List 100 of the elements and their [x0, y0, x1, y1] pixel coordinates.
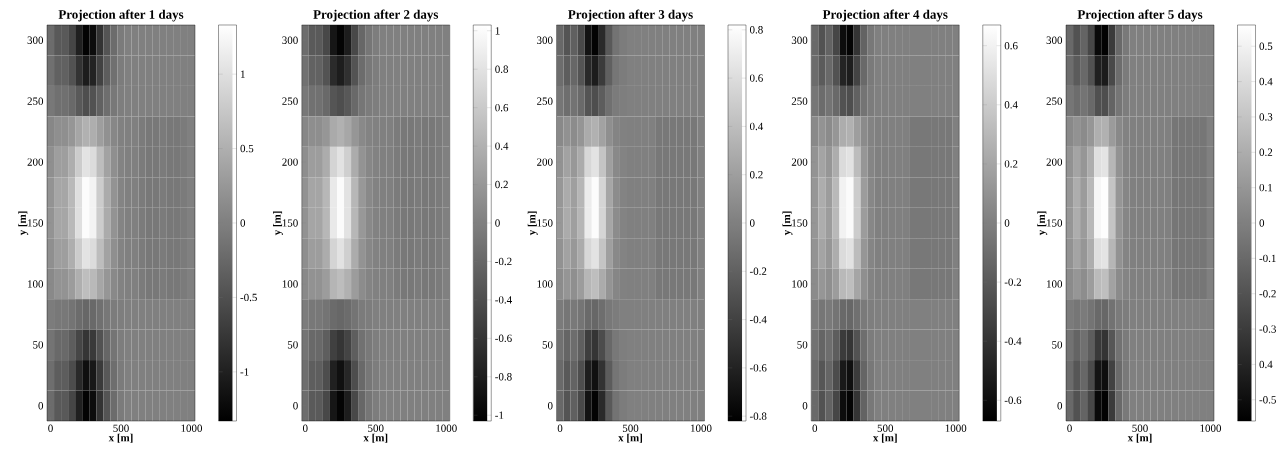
x-tick-label: 500 [113, 424, 129, 432]
y-axis-title: y [m] [18, 211, 29, 236]
y-tick-label: 100 [537, 280, 553, 288]
x-tick-label: 1000 [945, 424, 967, 432]
color-bar-label: -0.8 [495, 373, 512, 381]
color-bar-label: -0.8 [749, 412, 767, 420]
color-bar-label: 0 [1004, 219, 1010, 227]
color-bar-label: -0.2 [495, 257, 512, 266]
y-tick-label: 0 [1057, 402, 1063, 410]
color-bar-label: -1 [240, 368, 249, 376]
y-tick-label: 150 [282, 219, 298, 227]
y-tick-label: 300 [1046, 36, 1063, 44]
y-tick-label: 250 [1046, 97, 1063, 105]
color-bar-label: 0.4 [1004, 101, 1018, 109]
x-tick-label: 1000 [690, 424, 712, 432]
y-axis-title: y [m] [1037, 211, 1048, 236]
y-tick-label: 200 [1046, 158, 1063, 166]
y-tick-label: 0 [802, 402, 808, 410]
x-axis-title: x [m] [108, 433, 133, 443]
x-tick-label: 500 [622, 424, 639, 432]
color-bar-label: 0.8 [495, 65, 509, 73]
color-bar-label: 0.5 [1259, 42, 1273, 50]
y-tick-label: 100 [28, 280, 44, 288]
x-axis-title: x [m] [872, 433, 897, 443]
color-bar-label: 0 [495, 219, 500, 227]
y-tick-label: 150 [792, 219, 808, 227]
y-tick-label: 100 [792, 280, 808, 288]
x-axis-title: x [m] [1127, 433, 1152, 443]
y-tick-label: 250 [27, 97, 44, 105]
color-bar-label: -0.5 [1259, 396, 1276, 404]
color-bar-label: 0.6 [749, 74, 763, 82]
y-tick-label: 200 [791, 158, 808, 166]
y-axis-title: y [m] [782, 211, 793, 236]
color-bar-label: -0.4 [1004, 337, 1022, 345]
y-tick-label: 250 [537, 97, 553, 105]
y-tick-label: 50 [33, 341, 44, 349]
y-tick-label: 150 [28, 219, 44, 227]
y-tick-label: 0 [293, 402, 298, 410]
y-tick-label: 150 [1047, 219, 1063, 227]
color-bar-label: 0.6 [495, 103, 509, 112]
color-bar-label: 0.2 [495, 180, 508, 189]
chart-title: Projection after 1 days [58, 9, 184, 22]
y-tick-label: 50 [797, 341, 808, 349]
x-tick-label: 0 [812, 424, 818, 432]
chart-title: Projection after 4 days [822, 9, 948, 22]
color-bar-label: 0 [1259, 219, 1265, 227]
color-bar-label: 0.6 [1004, 41, 1018, 50]
color-bar-label: -0.2 [1259, 290, 1276, 298]
color-bar-label: 0.2 [1259, 148, 1273, 157]
y-tick-label: 200 [537, 158, 553, 166]
y-tick-label: 0 [38, 402, 44, 410]
y-tick-label: 100 [282, 280, 298, 288]
x-tick-label: 1000 [1200, 424, 1222, 432]
y-tick-label: 50 [542, 341, 553, 349]
x-tick-label: 0 [302, 424, 308, 432]
y-tick-label: 300 [537, 36, 553, 44]
color-bar-label: 0 [240, 219, 246, 227]
color-bar-label: 0.4 [495, 142, 509, 150]
color-bar-label: 0.1 [1259, 183, 1273, 192]
x-tick-label: 500 [368, 424, 384, 432]
y-tick-label: 0 [547, 402, 553, 410]
color-bar-label: 0.4 [1259, 77, 1273, 86]
chart-title: Projection after 2 days [313, 9, 439, 22]
x-tick-label: 0 [48, 424, 53, 432]
color-bar-label: -0.4 [749, 315, 767, 324]
color-bar-label: 0.4 [1259, 360, 1273, 369]
x-tick-label: 500 [1132, 424, 1148, 432]
x-tick-label: 500 [877, 424, 894, 432]
color-bar-label: -0.2 [1004, 278, 1022, 286]
color-bar-label: 0.8 [749, 26, 763, 34]
x-tick-label: 0 [557, 424, 563, 432]
y-tick-label: 100 [1047, 280, 1063, 288]
color-bar-label: -0.6 [1004, 396, 1022, 405]
y-axis-title: y [m] [273, 211, 283, 236]
y-axis-title: y [m] [527, 211, 538, 236]
color-bar-label: 0 [749, 219, 755, 227]
color-bar-label: -0.3 [1259, 325, 1276, 333]
y-tick-label: 50 [1052, 341, 1063, 349]
color-bar-label: -0.6 [749, 364, 767, 372]
color-bar-label: -0.5 [240, 293, 257, 302]
color-bar-label: 0.2 [749, 170, 763, 179]
y-tick-label: 50 [287, 341, 298, 349]
y-tick-label: 300 [282, 36, 298, 44]
color-bar-label: 0.4 [749, 122, 764, 131]
color-bar-label: -0.6 [495, 334, 512, 343]
x-tick-label: 1000 [181, 424, 203, 432]
y-tick-label: 250 [791, 97, 808, 105]
y-tick-label: 150 [537, 219, 553, 227]
color-bar-label: 1 [240, 70, 245, 78]
color-bar-label: 1 [495, 27, 500, 35]
y-tick-label: 200 [282, 158, 298, 166]
chart-title: Projection after 3 days [568, 9, 693, 22]
color-bar-label: 0.2 [1004, 160, 1018, 168]
y-tick-label: 250 [282, 97, 298, 105]
color-bar-label: -0.1 [1259, 254, 1276, 263]
x-axis-title: x [m] [618, 433, 642, 443]
color-bar-label: 0.3 [1259, 113, 1273, 121]
chart-title: Projection after 5 days [1077, 9, 1203, 22]
y-tick-label: 200 [27, 158, 44, 166]
color-bar-label: -1 [495, 411, 504, 419]
